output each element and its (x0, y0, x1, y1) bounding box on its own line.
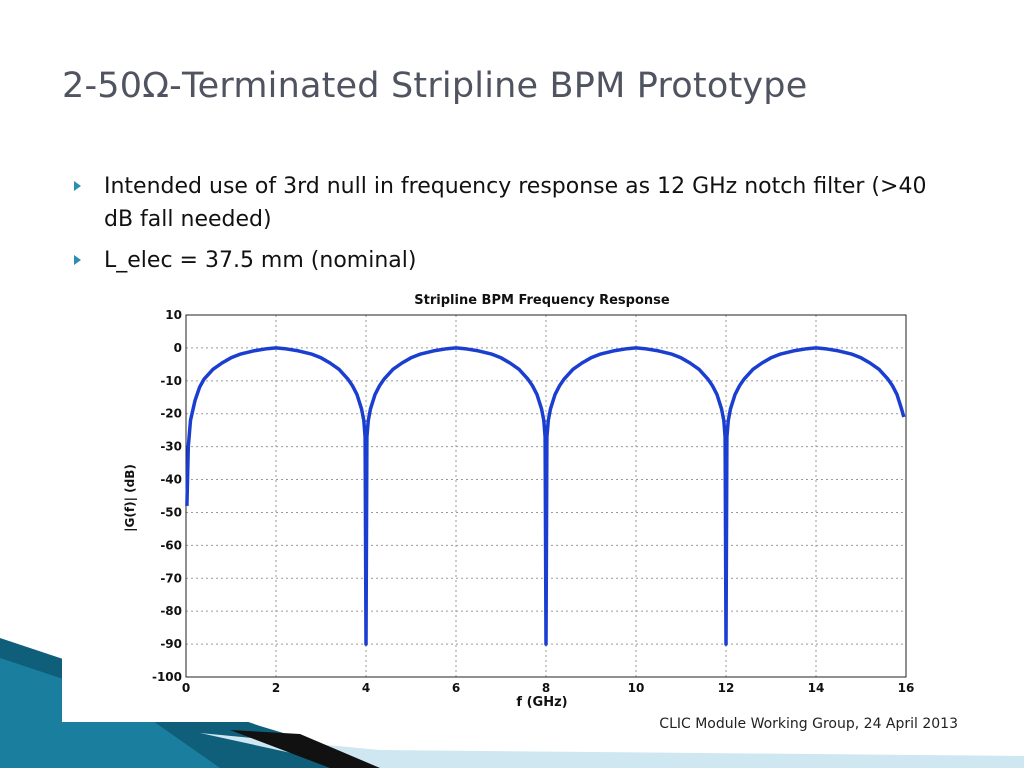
x-tick-label: 2 (272, 681, 280, 695)
y-tick-label: -40 (160, 473, 182, 487)
y-tick-label: -70 (160, 571, 182, 585)
y-axis-label: |G(f)| (dB) (123, 464, 137, 532)
y-tick-label: -80 (160, 604, 182, 618)
bullet-arrow-icon (74, 255, 81, 265)
x-axis-label: f (GHz) (516, 695, 567, 710)
bullet-arrow-icon (74, 181, 81, 191)
bullet-text: Intended use of 3rd null in frequency re… (104, 174, 927, 232)
frequency-response-chart: Stripline BPM Frequency Response f (GHz)… (123, 293, 915, 710)
footer-text: CLIC Module Working Group, 24 April 2013 (659, 716, 958, 732)
y-tick-label: 0 (174, 341, 182, 355)
x-tick-label: 6 (452, 681, 460, 695)
x-tick-label: 4 (362, 681, 370, 695)
y-tick-label: 10 (165, 308, 182, 322)
bullet-item: L_elec = 37.5 mm (nominal) (74, 244, 934, 277)
chart-panel: Stripline BPM Frequency Response f (GHz)… (62, 288, 930, 722)
y-tick-label: -50 (160, 505, 182, 519)
x-tick-label: 8 (542, 681, 550, 695)
response-curve-line (185, 346, 906, 646)
y-tick-label: -60 (160, 538, 182, 552)
y-tick-label: -90 (160, 637, 182, 651)
bullet-text: L_elec = 37.5 mm (nominal) (104, 248, 417, 273)
x-tick-label: 12 (718, 681, 735, 695)
x-tick-label: 14 (808, 681, 825, 695)
bullet-item: Intended use of 3rd null in frequency re… (74, 170, 934, 236)
chart-title: Stripline BPM Frequency Response (414, 293, 670, 308)
y-tick-label: -20 (160, 407, 182, 421)
bullet-list: Intended use of 3rd null in frequency re… (74, 170, 934, 285)
y-tick-label: -10 (160, 374, 182, 388)
y-tick-label: -30 (160, 440, 182, 454)
x-tick-label: 10 (628, 681, 645, 695)
y-tick-label: -100 (152, 670, 182, 684)
x-tick-label: 0 (182, 681, 190, 695)
slide-title: 2-50Ω-Terminated Stripline BPM Prototype (62, 66, 808, 106)
x-tick-label: 16 (898, 681, 915, 695)
